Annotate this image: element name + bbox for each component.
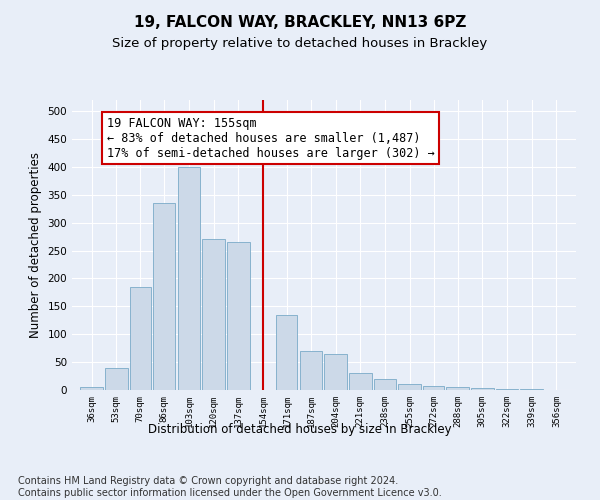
Text: Distribution of detached houses by size in Brackley: Distribution of detached houses by size … [148, 422, 452, 436]
Bar [80, 387, 103, 390]
Bar [471, 388, 494, 390]
Y-axis label: Number of detached properties: Number of detached properties [29, 152, 42, 338]
Bar [496, 389, 518, 390]
Bar [398, 384, 421, 390]
Bar [202, 240, 225, 390]
Text: Size of property relative to detached houses in Brackley: Size of property relative to detached ho… [112, 38, 488, 51]
Bar [446, 387, 469, 390]
Text: 19 FALCON WAY: 155sqm
← 83% of detached houses are smaller (1,487)
17% of semi-d: 19 FALCON WAY: 155sqm ← 83% of detached … [107, 116, 434, 160]
Bar [325, 354, 347, 390]
Bar [423, 386, 444, 390]
Bar [105, 368, 128, 390]
Bar [349, 374, 371, 390]
Text: Contains HM Land Registry data © Crown copyright and database right 2024.
Contai: Contains HM Land Registry data © Crown c… [18, 476, 442, 498]
Bar [227, 242, 250, 390]
Bar [299, 351, 322, 390]
Bar [178, 167, 200, 390]
Text: 19, FALCON WAY, BRACKLEY, NN13 6PZ: 19, FALCON WAY, BRACKLEY, NN13 6PZ [134, 15, 466, 30]
Bar [153, 203, 175, 390]
Bar [130, 287, 151, 390]
Bar [277, 314, 298, 390]
Bar [374, 379, 396, 390]
